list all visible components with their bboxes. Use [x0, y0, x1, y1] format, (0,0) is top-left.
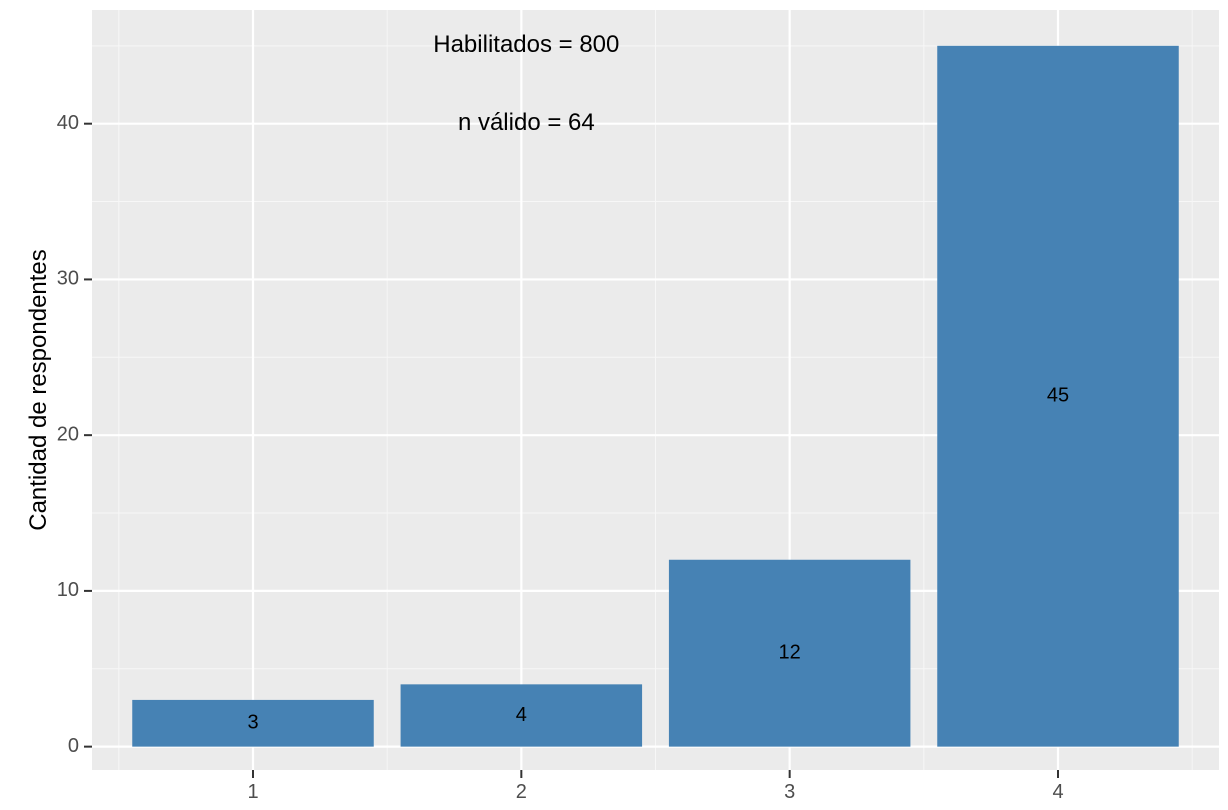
annotation-1: Habilitados = 800	[433, 31, 619, 58]
x-tick-label: 3	[784, 781, 795, 803]
bar-value-label: 45	[1047, 385, 1069, 407]
grid-minor	[92, 10, 1219, 770]
y-axis-title: Cantidad de respondentes	[25, 249, 52, 531]
bars	[132, 45, 1179, 747]
y-tick-label: 20	[57, 423, 79, 445]
y-tick-label: 0	[68, 735, 79, 757]
x-tick-label: 2	[516, 781, 527, 803]
y-tick-label: 10	[57, 579, 79, 601]
bar-value-label: 3	[247, 712, 258, 734]
x-tick-label: 1	[247, 781, 258, 803]
annotations: Habilitados = 800 n válido = 64	[433, 31, 619, 136]
annotation-2: n válido = 64	[458, 109, 595, 136]
x-tick-label: 4	[1052, 781, 1063, 803]
bar-1	[132, 699, 374, 747]
y-tick-label: 40	[57, 112, 79, 134]
bar-value-label: 4	[516, 704, 527, 726]
x-axis: 1 2 3 4	[247, 770, 1064, 803]
y-tick-label: 30	[57, 268, 79, 290]
bar-3	[668, 559, 911, 747]
bar-labels: 3 4 12 45	[247, 385, 1069, 734]
y-axis: 0 10 20 30 40	[57, 112, 92, 757]
bar-value-label: 12	[779, 641, 801, 663]
bar-4	[937, 45, 1179, 747]
bar-2	[400, 684, 643, 747]
